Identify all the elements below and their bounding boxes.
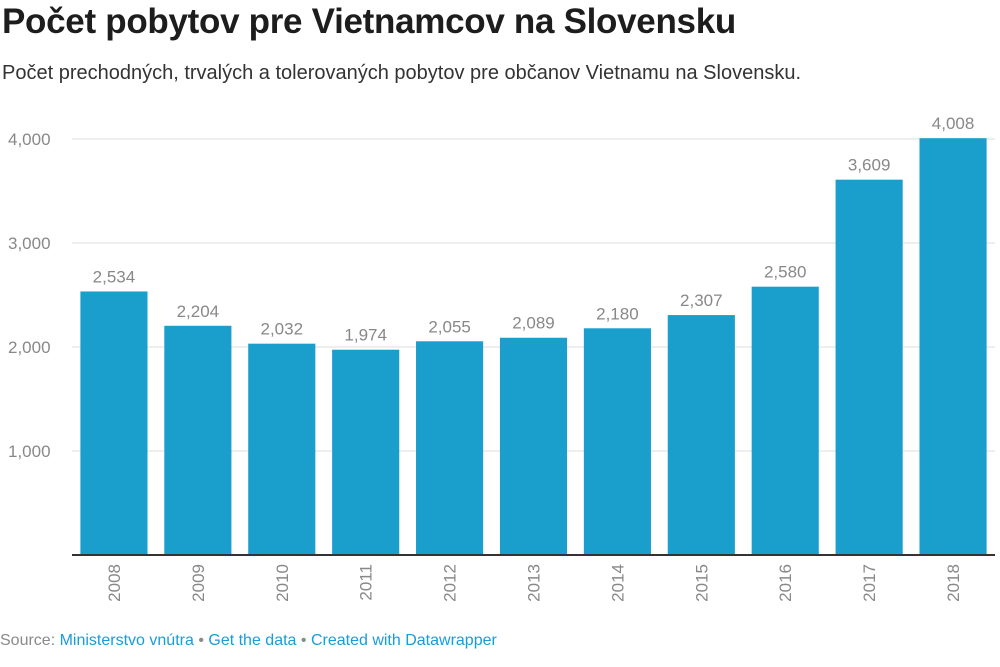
x-tick-label: 2015 [692, 564, 711, 602]
bar [667, 315, 735, 555]
x-tick-label: 2017 [860, 564, 879, 602]
chart-subtitle: Počet prechodných, trvalých a tolerovaný… [2, 62, 801, 84]
bar [751, 286, 819, 555]
get-the-data-link[interactable]: Get the data [208, 632, 297, 649]
x-tick-label: 2013 [525, 564, 544, 602]
y-tick-label: 3,000 [8, 234, 51, 253]
bar [416, 341, 484, 555]
bar [835, 179, 903, 555]
bar [248, 343, 316, 555]
x-tick-label: 2018 [944, 564, 963, 602]
data-label: 2,204 [177, 302, 220, 321]
bar [80, 291, 148, 555]
bar-chart: 1,000 2,000 3,000 4,000 2,534 2008 2,204 2009 2,… [8, 114, 995, 602]
x-tick-label: 2010 [273, 564, 292, 602]
data-label: 1,974 [344, 326, 387, 345]
bar [583, 328, 651, 555]
y-tick-label: 2,000 [8, 338, 51, 357]
y-tick-label: 4,000 [8, 130, 51, 149]
data-label: 2,180 [596, 304, 639, 323]
y-tick-label: 1,000 [8, 442, 51, 461]
footer-separator: • [198, 632, 204, 649]
footer: Source: Ministerstvo vnútra • Get the da… [0, 632, 497, 650]
created-with-datawrapper-link[interactable]: Created with Datawrapper [310, 632, 497, 649]
x-tick-label: 2016 [776, 564, 795, 602]
data-label: 3,609 [848, 156, 891, 175]
x-tick-label: 2009 [189, 564, 208, 602]
data-label: 2,307 [680, 291, 723, 310]
data-label: 2,032 [260, 320, 303, 339]
bar [164, 325, 232, 555]
chart-title: Počet pobytov pre Vietnamcov na Slovensk… [2, 2, 736, 41]
data-label: 2,534 [93, 267, 136, 286]
data-label: 2,089 [512, 314, 555, 333]
bar [499, 337, 568, 555]
bar [919, 138, 987, 555]
source-link[interactable]: Ministerstvo vnútra [59, 632, 194, 649]
source-label: Source: [0, 632, 56, 649]
data-label: 2,580 [764, 263, 807, 282]
x-tick-label: 2014 [608, 564, 627, 602]
data-label: 2,055 [428, 317, 471, 336]
x-tick-label: 2012 [441, 564, 460, 602]
x-tick-label: 2011 [357, 564, 376, 601]
footer-separator: • [300, 632, 307, 649]
data-label: 4,008 [932, 114, 975, 133]
x-tick-label: 2008 [105, 564, 124, 602]
bar [332, 349, 400, 555]
